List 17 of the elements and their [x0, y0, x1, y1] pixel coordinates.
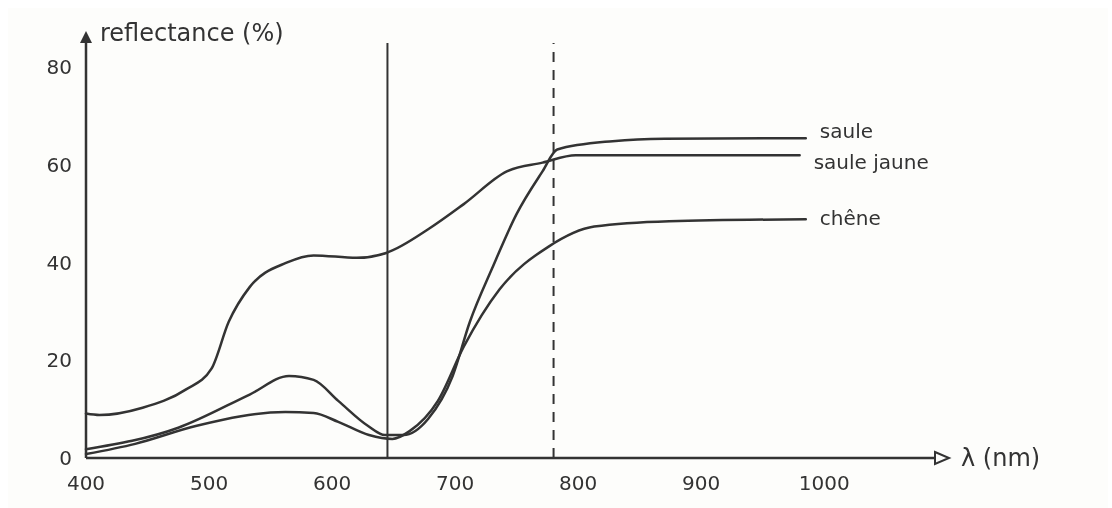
y-tick-label: 40: [46, 250, 72, 275]
x-tick-label: 500: [189, 471, 229, 495]
y-tick-label: 80: [46, 55, 72, 80]
series-label: saule: [819, 119, 874, 144]
x-tick-label: 700: [436, 471, 475, 495]
x-axis-title: λ (nm): [961, 444, 1041, 472]
y-tick-label: 20: [46, 348, 72, 373]
x-tick-label: 1000: [798, 471, 850, 495]
series-label: saule jaune: [813, 150, 929, 175]
x-tick-label: 900: [682, 471, 721, 495]
x-tick-label: 800: [559, 471, 598, 495]
x-tick-label: 600: [312, 471, 352, 495]
x-tick-label: 400: [66, 471, 106, 495]
series-label: chêne: [819, 206, 881, 231]
y-tick-label: 0: [59, 446, 72, 470]
y-tick-label: 60: [46, 153, 72, 178]
y-axis-title: reflectance (%): [100, 19, 284, 47]
